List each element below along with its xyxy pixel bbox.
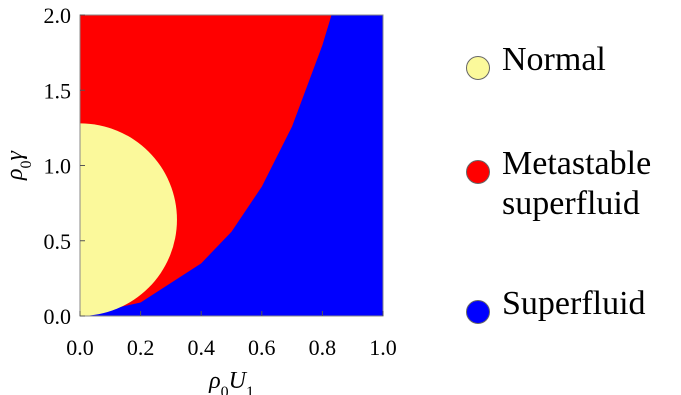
x-tick-label: 0.0 [66, 335, 94, 360]
legend-swatch [466, 56, 490, 80]
legend-label-line: Metastable [502, 145, 652, 182]
x-tick-label: 1.0 [369, 335, 397, 360]
legend-label: Metastable superfluid [502, 144, 651, 224]
legend-item: Normal [466, 40, 606, 80]
legend: Normal Metastable superfluid Superfluid [466, 40, 681, 360]
y-tick-label: 1.0 [44, 154, 72, 179]
x-tick-label: 0.2 [127, 335, 155, 360]
legend-swatch [466, 300, 490, 324]
legend-label-line: Normal [502, 41, 606, 78]
plot-area [79, 14, 384, 317]
legend-label-line: superfluid [502, 185, 640, 222]
legend-swatch [466, 160, 490, 184]
y-tick-label: 0.5 [44, 229, 72, 254]
x-tick-label: 0.6 [248, 335, 276, 360]
x-tick-label: 0.8 [309, 335, 337, 360]
x-tick-label: 0.4 [187, 335, 215, 360]
legend-label: Superfluid [502, 284, 646, 324]
region-normal [80, 123, 177, 316]
legend-item: Superfluid [466, 284, 646, 324]
y-axis-label: ρ0γ [2, 150, 35, 181]
y-tick-label: 0.0 [44, 304, 72, 329]
legend-label-line: Superfluid [502, 285, 646, 322]
legend-label: Normal [502, 40, 606, 80]
x-axis: 0.0 0.2 0.4 0.6 0.8 1.0 [66, 311, 397, 360]
y-axis: 0.0 0.5 1.0 1.5 2.0 [44, 3, 85, 329]
legend-item: Metastable superfluid [466, 144, 651, 224]
y-tick-label: 1.5 [44, 78, 72, 103]
y-tick-label: 2.0 [44, 3, 72, 28]
x-axis-label: ρ0U1 [208, 368, 254, 395]
